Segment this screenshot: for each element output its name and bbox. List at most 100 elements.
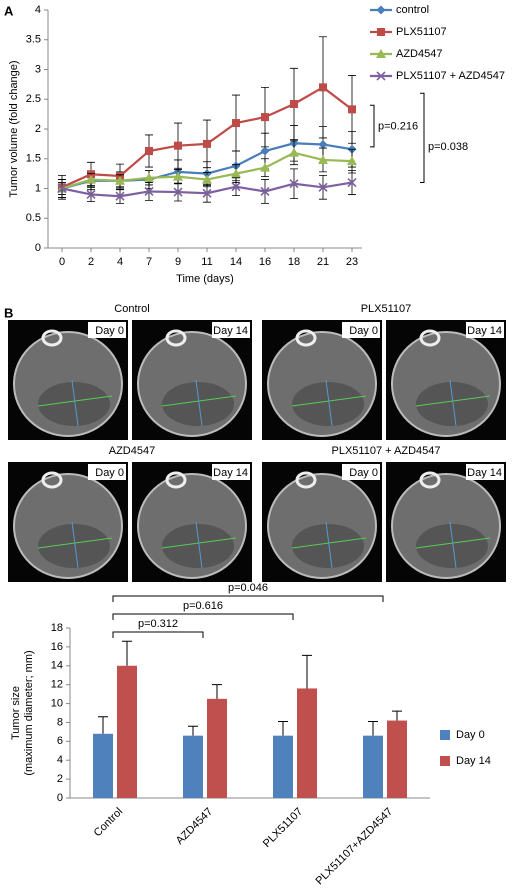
marker	[347, 156, 357, 166]
annotation: p=0.038	[428, 141, 468, 153]
ct-measure	[71, 379, 79, 427]
ct-tumor	[416, 524, 488, 568]
day-label: Day 14	[213, 467, 248, 479]
x-tick-label: 23	[346, 256, 358, 268]
y-tick-label: 2.5	[26, 93, 41, 105]
legend-label: PLX51107	[396, 26, 447, 38]
bracket	[420, 92, 425, 184]
day-label: Day 14	[467, 325, 502, 337]
marker	[260, 186, 270, 197]
marker	[115, 191, 125, 201]
y-tick-label: 3.5	[26, 34, 41, 46]
error-bar	[188, 725, 198, 736]
bar	[363, 735, 383, 798]
y-tick-label: 0.5	[26, 212, 41, 224]
x-tick-label: 16	[259, 256, 271, 268]
legend-label: Day 0	[456, 729, 485, 741]
marker	[86, 189, 96, 200]
day-label-bg	[466, 464, 504, 480]
marker	[318, 154, 328, 164]
x-tick-label: 7	[146, 256, 152, 268]
day-label-bg	[88, 464, 126, 480]
panel-label: B	[4, 305, 13, 320]
bar	[183, 735, 203, 798]
day-label-bg	[342, 464, 380, 480]
ct-bone	[295, 471, 317, 489]
error-bar	[122, 640, 132, 666]
marker	[57, 183, 67, 194]
ct-measure	[449, 379, 457, 427]
ct-measure	[195, 521, 203, 569]
bar	[117, 665, 137, 798]
marker	[318, 139, 328, 149]
marker	[289, 179, 299, 189]
bar	[273, 735, 293, 798]
legend-swatch	[440, 730, 450, 740]
annotation: p=0.216	[378, 121, 418, 133]
marker	[231, 168, 241, 178]
y-tick-label: 4	[35, 4, 41, 16]
y-tick-label: 4	[57, 754, 63, 766]
y-tick-label: 0	[57, 792, 63, 804]
day-label: Day 0	[95, 325, 124, 337]
marker	[173, 187, 183, 197]
day-label: Day 0	[95, 467, 124, 479]
marker	[376, 71, 386, 81]
marker	[115, 175, 125, 185]
ct-bone	[419, 471, 441, 489]
day-label: Day 0	[349, 325, 378, 337]
ct-tumor	[416, 382, 488, 426]
ct-measure	[449, 521, 457, 569]
day-label-bg	[342, 322, 380, 338]
marker	[86, 174, 96, 184]
error-bar	[98, 716, 108, 734]
ct-bone	[295, 329, 317, 347]
day-label-bg	[212, 322, 250, 338]
ct-bone	[41, 471, 63, 489]
ct-bone	[419, 329, 441, 347]
ct-bone	[165, 329, 187, 347]
ct-tumor	[292, 524, 364, 568]
marker	[232, 119, 240, 128]
y-tick-label: 6	[57, 735, 63, 747]
y-tick-label: 8	[57, 716, 63, 728]
panel-title: Control	[114, 303, 149, 315]
ct-tumor	[38, 524, 110, 568]
marker	[144, 172, 154, 182]
day-label-bg	[88, 322, 126, 338]
x-tick-label: 2	[88, 256, 94, 268]
y-tick-label: 1.5	[26, 153, 41, 165]
marker	[376, 49, 386, 58]
marker	[145, 147, 153, 156]
day-label-bg	[212, 464, 250, 480]
bar	[93, 733, 113, 798]
x-tick-label: 4	[117, 256, 123, 268]
marker	[202, 188, 212, 198]
marker	[289, 147, 299, 157]
error-bar	[368, 721, 378, 736]
x-tick-label: PLX51107	[261, 806, 305, 850]
legend-label: AZD4547	[396, 48, 442, 60]
x-axis-label: Time (days)	[176, 273, 234, 285]
marker	[261, 113, 269, 122]
panel-title: PLX51107	[361, 303, 412, 315]
x-tick-label: Control	[92, 806, 126, 840]
day-label: Day 0	[349, 467, 378, 479]
marker	[290, 100, 298, 109]
ct-bone	[41, 329, 63, 347]
y-axis-label: Tumor size	[10, 686, 22, 740]
bar	[297, 688, 317, 798]
bar	[207, 698, 227, 798]
error-bar	[212, 684, 222, 699]
x-tick-label: 21	[317, 256, 329, 268]
y-tick-label: 2	[57, 773, 63, 785]
legend-label: PLX51107 + AZD4547	[396, 70, 505, 82]
error-bar	[278, 721, 288, 736]
annotation: p=0.312	[138, 618, 178, 630]
marker	[260, 146, 270, 156]
marker	[144, 186, 154, 197]
x-tick-label: 0	[59, 256, 65, 268]
ct-measure	[325, 379, 333, 427]
ct-tumor	[162, 382, 234, 426]
